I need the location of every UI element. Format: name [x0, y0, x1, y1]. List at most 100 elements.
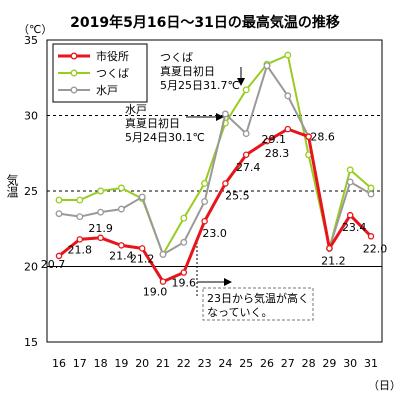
x-tick-28: 28: [302, 357, 316, 370]
point-2-24: [221, 110, 229, 118]
x-tick-24: 24: [218, 357, 232, 370]
series-line-0: [58, 127, 373, 284]
x-unit-label: （日）: [368, 379, 400, 392]
data-label-24: 25.5: [225, 189, 250, 202]
legend-marker-1: [70, 69, 78, 77]
point-1-23: [201, 179, 209, 187]
point-2-25: [242, 130, 250, 138]
point-2-18: [97, 208, 105, 216]
point-0-19: [118, 242, 125, 249]
data-labels: 20.721.821.921.421.219.019.623.025.527.4…: [41, 131, 388, 299]
point-2-20: [138, 193, 146, 201]
legend-label-2: 水戸: [96, 84, 118, 97]
point-1-31: [367, 184, 375, 192]
y-tick-20: 20: [24, 261, 38, 274]
point-1-25: [242, 86, 250, 94]
point-1-16: [55, 196, 63, 204]
x-tick-31: 31: [364, 357, 378, 370]
point-2-22: [180, 238, 188, 246]
tsukuba-annotation-3: 5月25日31.7℃: [160, 79, 240, 92]
point-1-18: [97, 187, 105, 195]
point-2-23: [201, 198, 209, 206]
point-2-31: [367, 190, 375, 198]
point-2-27: [284, 92, 292, 100]
x-tick-22: 22: [177, 357, 191, 370]
x-tick-29: 29: [322, 357, 336, 370]
point-0-27: [284, 125, 292, 133]
point-1-19: [117, 184, 125, 192]
x-tick-20: 20: [135, 357, 149, 370]
point-0-17: [76, 236, 84, 243]
mito-annotation-3: 5月24日30.1℃: [125, 131, 205, 144]
point-0-31: [367, 233, 375, 240]
point-0-29: [326, 245, 333, 252]
point-2-21: [159, 250, 167, 258]
data-label-21: 19.0: [143, 286, 168, 299]
point-0-20: [138, 245, 146, 252]
data-label-30: 23.4: [342, 221, 367, 234]
chart-title: 2019年5月16日～31日の最高気温の推移: [70, 14, 340, 31]
note-line-2: なっていく。: [207, 306, 272, 319]
point-0-18: [97, 234, 104, 242]
tsukuba-annotation-1: つくば: [160, 51, 193, 64]
point-2-19: [117, 205, 125, 213]
y-unit-label: （℃）: [18, 23, 52, 36]
note-box: [202, 287, 314, 321]
data-label-17: 21.8: [68, 243, 93, 256]
y-tick-25: 25: [24, 185, 38, 198]
x-tick-26: 26: [260, 357, 274, 370]
x-tick-16: 16: [52, 357, 66, 370]
x-tick-17: 17: [73, 357, 87, 370]
data-label-20: 21.2: [130, 252, 155, 265]
y-tick-labels: 15 20 25 30 35: [24, 34, 38, 349]
data-label-16: 20.7: [41, 258, 66, 271]
point-0-28: [305, 133, 312, 140]
tsukuba-arrow-head: [237, 78, 245, 86]
x-tick-25: 25: [239, 357, 253, 370]
legend-marker-2: [70, 86, 78, 94]
data-label-29: 21.2: [321, 254, 346, 267]
x-tick-30: 30: [343, 357, 357, 370]
data-label-26: 28.3: [265, 147, 290, 160]
point-2-16: [55, 210, 63, 218]
point-2-30: [346, 178, 354, 186]
x-tick-23: 23: [198, 357, 212, 370]
note-line-1: 23日から気温が高く: [207, 291, 309, 305]
point-1-30: [346, 166, 354, 174]
tsukuba-annotation-2: 真夏日初日: [160, 64, 215, 78]
x-tick-18: 18: [94, 357, 108, 370]
data-label-22: 19.6: [172, 277, 197, 290]
x-tick-19: 19: [114, 357, 128, 370]
data-label-18: 21.9: [88, 222, 113, 235]
series-line-1: [59, 53, 372, 257]
y-tick-35: 35: [24, 34, 38, 47]
x-tick-labels: 16 17 18 19 20 21 22 23 24 25 26 27 28 29 30 31: [52, 357, 378, 370]
point-0-25: [242, 151, 250, 159]
point-0-22: [180, 269, 188, 276]
y-tick-15: 15: [24, 336, 38, 349]
point-1-27: [284, 51, 292, 59]
point-1-22: [180, 214, 188, 222]
legend-marker-0: [70, 52, 78, 60]
point-2-26: [263, 62, 271, 70]
y-axis-label: 気温: [5, 173, 19, 198]
legend-label-1: つくば: [96, 67, 129, 80]
legend-label-0: 市役所: [96, 49, 129, 63]
data-label-28: 28.6: [310, 131, 335, 144]
point-0-26: [263, 137, 271, 145]
point-0-30: [346, 211, 354, 219]
data-label-31: 22.0: [363, 242, 388, 255]
point-0-21: [159, 278, 167, 285]
point-0-16: [55, 252, 63, 260]
point-0-24: [222, 180, 229, 187]
data-label-27: 29.1: [262, 133, 287, 146]
series-lines: [55, 51, 375, 285]
mito-annotation-2: 真夏日初日: [125, 116, 180, 130]
point-1-17: [76, 196, 84, 204]
data-label-25: 27.4: [236, 161, 261, 174]
note-arrow-head: [224, 278, 232, 286]
point-0-23: [201, 217, 208, 225]
data-label-23: 23.0: [202, 227, 227, 240]
